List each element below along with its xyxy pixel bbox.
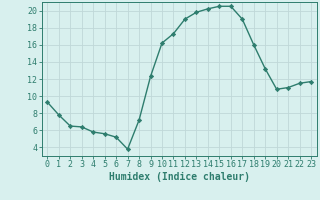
X-axis label: Humidex (Indice chaleur): Humidex (Indice chaleur): [109, 172, 250, 182]
